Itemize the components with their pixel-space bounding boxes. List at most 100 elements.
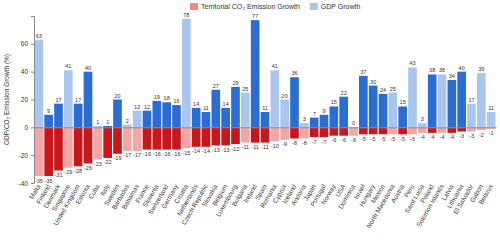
data-label: -16 [153, 151, 161, 157]
bar [389, 127, 398, 134]
bar [369, 127, 378, 134]
bar [54, 127, 63, 170]
bar [290, 77, 299, 127]
bar [398, 106, 407, 127]
data-label: 77 [252, 13, 258, 19]
bar [34, 40, 43, 128]
bar [172, 127, 181, 149]
bar [438, 74, 447, 127]
y-axis: -40-200204060 [19, 17, 35, 187]
bar [280, 127, 289, 140]
bar [398, 127, 407, 134]
bar [290, 127, 299, 138]
data-label: 9 [322, 108, 325, 114]
bar [408, 67, 417, 127]
data-label: 12 [134, 104, 140, 110]
bar [408, 127, 417, 134]
data-label: 20 [114, 93, 120, 99]
bar [221, 108, 230, 127]
tick: 20 [21, 96, 34, 103]
tick-label: Belarus [477, 182, 494, 205]
tick-mark [31, 183, 34, 184]
bar [330, 127, 339, 135]
bar [212, 127, 221, 145]
data-label: 25 [390, 86, 396, 92]
data-label: 24 [380, 87, 386, 93]
bar [103, 127, 112, 158]
data-label: -13 [212, 147, 220, 153]
bar [271, 70, 280, 127]
data-label: -23 [94, 161, 102, 167]
bar [428, 74, 437, 127]
tick-mark [31, 44, 34, 45]
legend-swatch [310, 3, 318, 10]
chart: -35-35-31-29-28-26-23-22-19-17-17-16-16-… [0, 0, 500, 249]
data-label: -35 [35, 178, 43, 184]
bar [467, 104, 476, 128]
bar [379, 127, 388, 134]
data-label: -19 [114, 155, 122, 161]
bar [152, 127, 161, 149]
data-label: -28 [74, 168, 82, 174]
data-label: -10 [271, 143, 279, 149]
data-label: -5 [361, 136, 366, 142]
data-label: 11 [262, 105, 268, 111]
x-axis [35, 127, 497, 128]
bar [64, 127, 73, 167]
bar [113, 100, 122, 128]
tick: -20 [19, 152, 34, 159]
data-label: -16 [173, 151, 181, 157]
bar [477, 73, 486, 127]
bar [162, 127, 171, 149]
bar [44, 127, 53, 176]
bar [339, 97, 348, 128]
data-label: 2 [126, 118, 129, 124]
data-label: 40 [85, 65, 91, 71]
data-label: -31 [55, 172, 63, 178]
bar [143, 111, 152, 128]
data-label: -16 [163, 151, 171, 157]
data-label: 39 [478, 66, 484, 72]
bar [487, 112, 496, 127]
data-label: -9 [282, 141, 287, 147]
bar [93, 126, 102, 127]
data-label: -13 [222, 147, 230, 153]
data-label: 0 [352, 120, 355, 126]
bar [84, 72, 93, 128]
bar [261, 127, 270, 142]
data-label: -3 [469, 133, 474, 139]
data-label: 63 [36, 33, 42, 39]
data-label: -4 [440, 134, 445, 140]
bar [457, 72, 466, 128]
tick-mark [31, 72, 34, 73]
data-label: -14 [192, 148, 200, 154]
tick-label: 40 [21, 68, 29, 75]
axis-line [35, 127, 497, 128]
tick-label: -40 [19, 180, 29, 187]
data-label: 41 [65, 63, 71, 69]
bar [133, 111, 142, 128]
legend-label: Territorial CO₂ Emission Growth [201, 3, 300, 10]
bar [93, 127, 102, 159]
data-label: 11 [203, 105, 209, 111]
data-label: -14 [202, 148, 210, 154]
data-label: -8 [292, 140, 297, 146]
data-label: -3 [459, 133, 464, 139]
data-label: 3 [303, 116, 306, 122]
data-label: -7 [312, 139, 317, 145]
bar [271, 127, 280, 141]
tick-mark [31, 155, 34, 156]
data-label: -35 [45, 178, 53, 184]
data-label: 78 [183, 12, 189, 18]
bar [202, 127, 211, 146]
bar [241, 93, 250, 128]
data-label: 38 [439, 67, 445, 73]
bar [251, 20, 260, 127]
bar [359, 127, 368, 134]
data-label: -4 [449, 134, 454, 140]
bar [123, 127, 132, 151]
bar [310, 127, 319, 137]
data-label: -5 [381, 136, 386, 142]
bar [339, 127, 348, 135]
bar [280, 100, 289, 128]
